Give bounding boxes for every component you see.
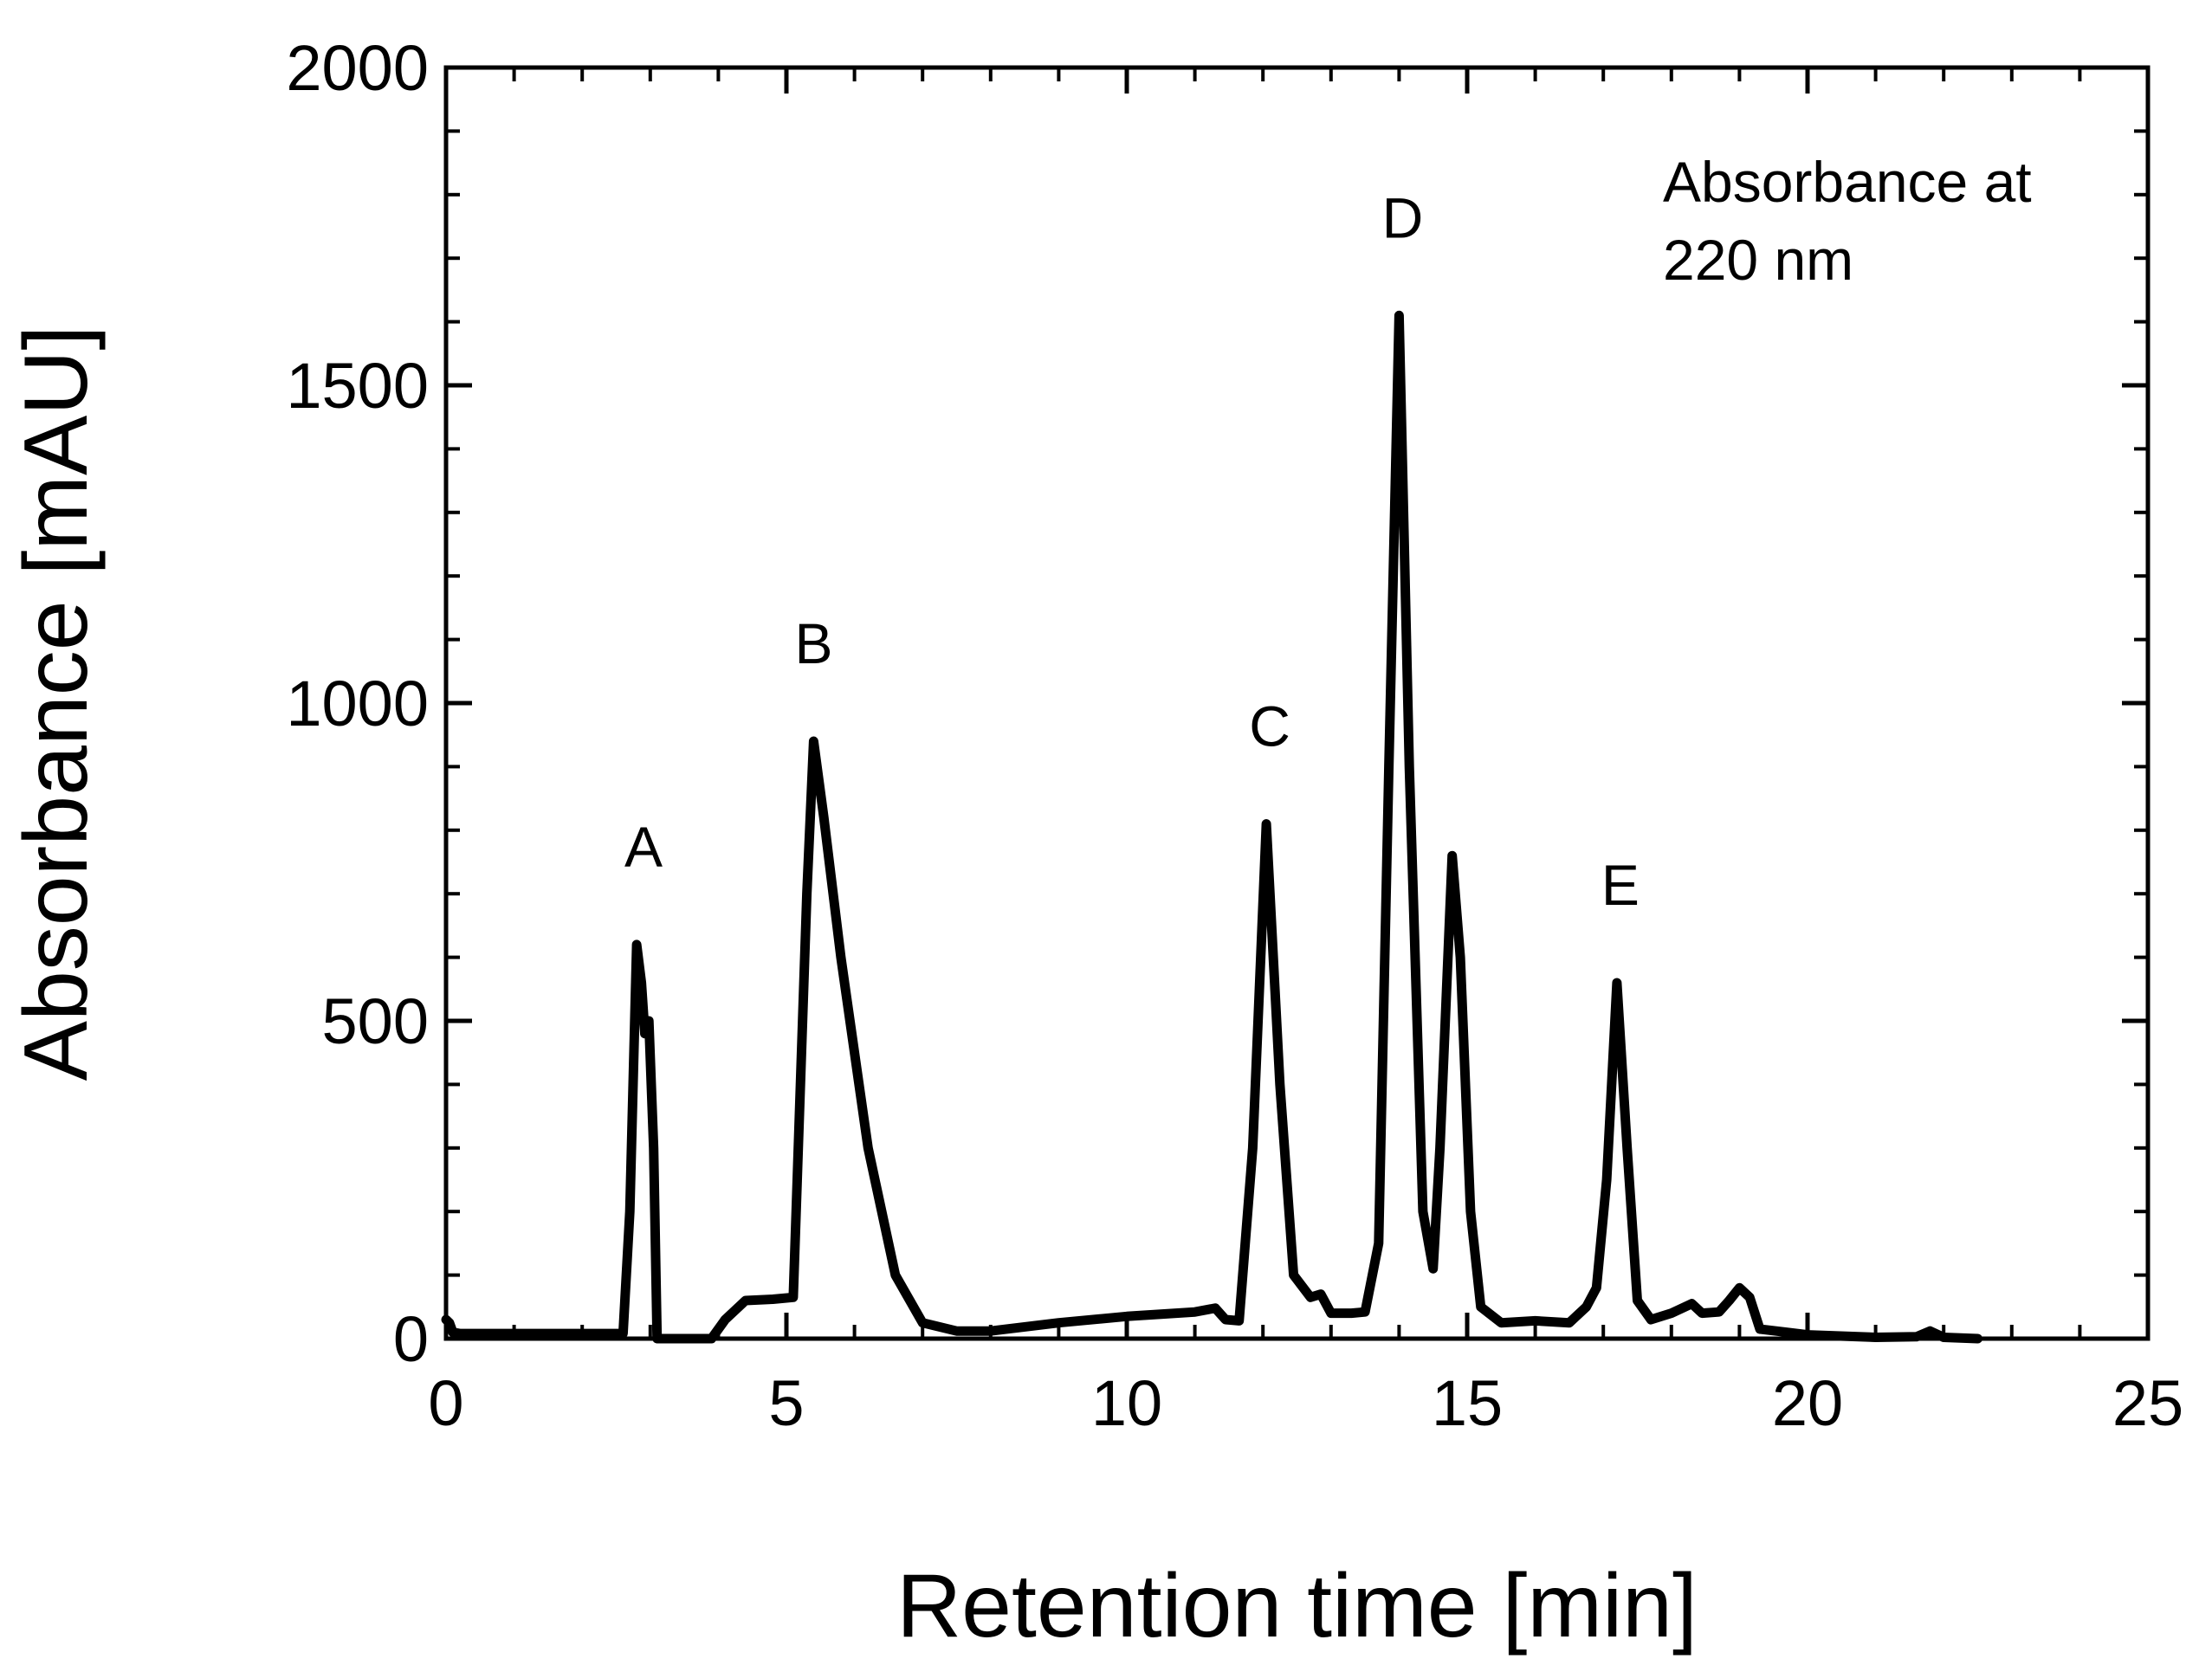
x-tick-labels: 0 5 10 15 20 25 [428,1367,2183,1439]
series-line-absorbance [441,310,1982,1344]
x-major-ticks [443,68,2151,1339]
annotation-line-1: Absorbance at [1663,150,2032,214]
x-tick-label: 10 [1091,1367,1162,1439]
y-axis-title: Absorbance [mAU] [6,326,107,1081]
x-tick-label: 15 [1432,1367,1503,1439]
y-tick-label: 1500 [286,350,429,422]
plot-frame [443,65,2151,1341]
peak-label-c: C [1249,694,1290,758]
y-tick-label: 0 [393,1303,429,1375]
peak-labels: A B C D E [624,185,1640,917]
peak-label-e: E [1601,853,1640,917]
x-tick-label: 0 [428,1367,463,1439]
x-tick-label: 5 [768,1367,804,1439]
y-minor-ticks [446,129,2148,1277]
y-tick-labels: 0 500 1000 1500 2000 [286,32,429,1375]
annotation-line-2: 220 nm [1663,228,1853,292]
peak-label-b: B [794,611,832,675]
x-tick-label: 20 [1772,1367,1843,1439]
x-axis-title: Retention time [min] [896,1556,1698,1656]
peak-label-d: D [1382,185,1424,249]
y-major-ticks [446,65,2148,1341]
peak-label-a: A [624,815,663,879]
x-tick-label: 25 [2112,1367,2183,1439]
y-tick-label: 500 [322,985,429,1057]
annotation-text: Absorbance at 220 nm [1663,150,2047,292]
y-tick-label: 2000 [286,32,429,104]
y-tick-label: 1000 [286,668,429,739]
